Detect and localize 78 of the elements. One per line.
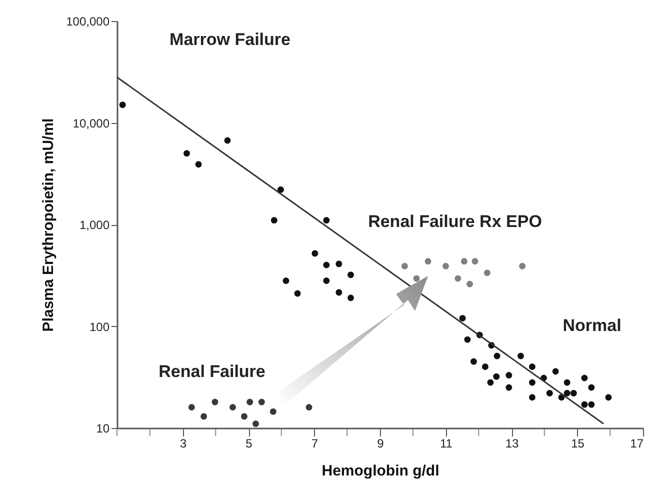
x-axis-title: Hemoglobin g/dl [322,462,440,480]
x-tick-label: 3 [180,436,187,450]
point [493,373,500,380]
point [466,280,473,288]
x-tick-label: 13 [505,436,519,450]
point [588,384,595,391]
x-tick-label: 11 [440,436,453,450]
y-tick-label: 10 [96,422,110,436]
point [424,258,432,265]
point [460,258,468,265]
point [506,384,512,391]
y-axis-title: Plasma Erythropoietin, mU/ml [40,118,58,332]
point [482,364,488,370]
annotation: Marrow Failure [170,30,290,49]
point [470,358,477,365]
point [323,262,330,268]
point [528,364,536,370]
point [581,374,588,382]
x-tick-label: 5 [246,436,253,450]
point [506,372,512,378]
point [200,413,208,420]
y-tick-label: 100 [89,320,110,334]
point [413,275,420,282]
point [348,294,354,302]
x-tick-label: 7 [311,436,318,450]
point [552,368,559,375]
x-tick-label: 15 [571,436,585,450]
point [348,272,354,278]
point [212,398,218,406]
point [224,137,231,144]
point [306,404,312,410]
point [487,379,494,386]
y-tick-label: 1,000 [79,218,110,232]
point [454,275,462,282]
annotation: Renal Failure [158,362,266,381]
point [270,408,276,415]
point [277,186,284,193]
point [564,390,570,396]
point [312,250,318,257]
y-tick-label: 100,000 [66,14,110,28]
point [188,404,195,410]
point [464,336,471,343]
point [323,278,330,284]
point [401,262,408,270]
point [564,379,570,386]
point [183,150,190,157]
x-tick-label: 9 [377,436,384,450]
point [195,161,202,168]
point [528,394,536,401]
x-tick-label: 17 [630,436,644,450]
annotation: Normal [562,316,622,335]
point [252,420,259,428]
point [546,390,553,396]
annotation: Renal Failure Rx EPO [368,212,542,231]
point [282,278,290,284]
point [246,398,254,406]
point [336,260,342,268]
point [258,398,265,406]
point [588,401,595,408]
y-tick-label: 10,000 [72,116,110,130]
point [229,404,236,410]
point [605,394,612,401]
point [323,217,330,224]
point [119,102,126,108]
point [336,289,342,296]
point [240,413,248,420]
point [484,270,490,276]
point [528,379,536,386]
point [294,290,301,297]
point [570,390,577,396]
point [472,258,478,265]
point [519,262,526,270]
point [459,314,466,322]
point [517,352,524,360]
point [442,262,449,270]
point [581,401,588,408]
point [270,217,278,224]
point [494,352,500,360]
